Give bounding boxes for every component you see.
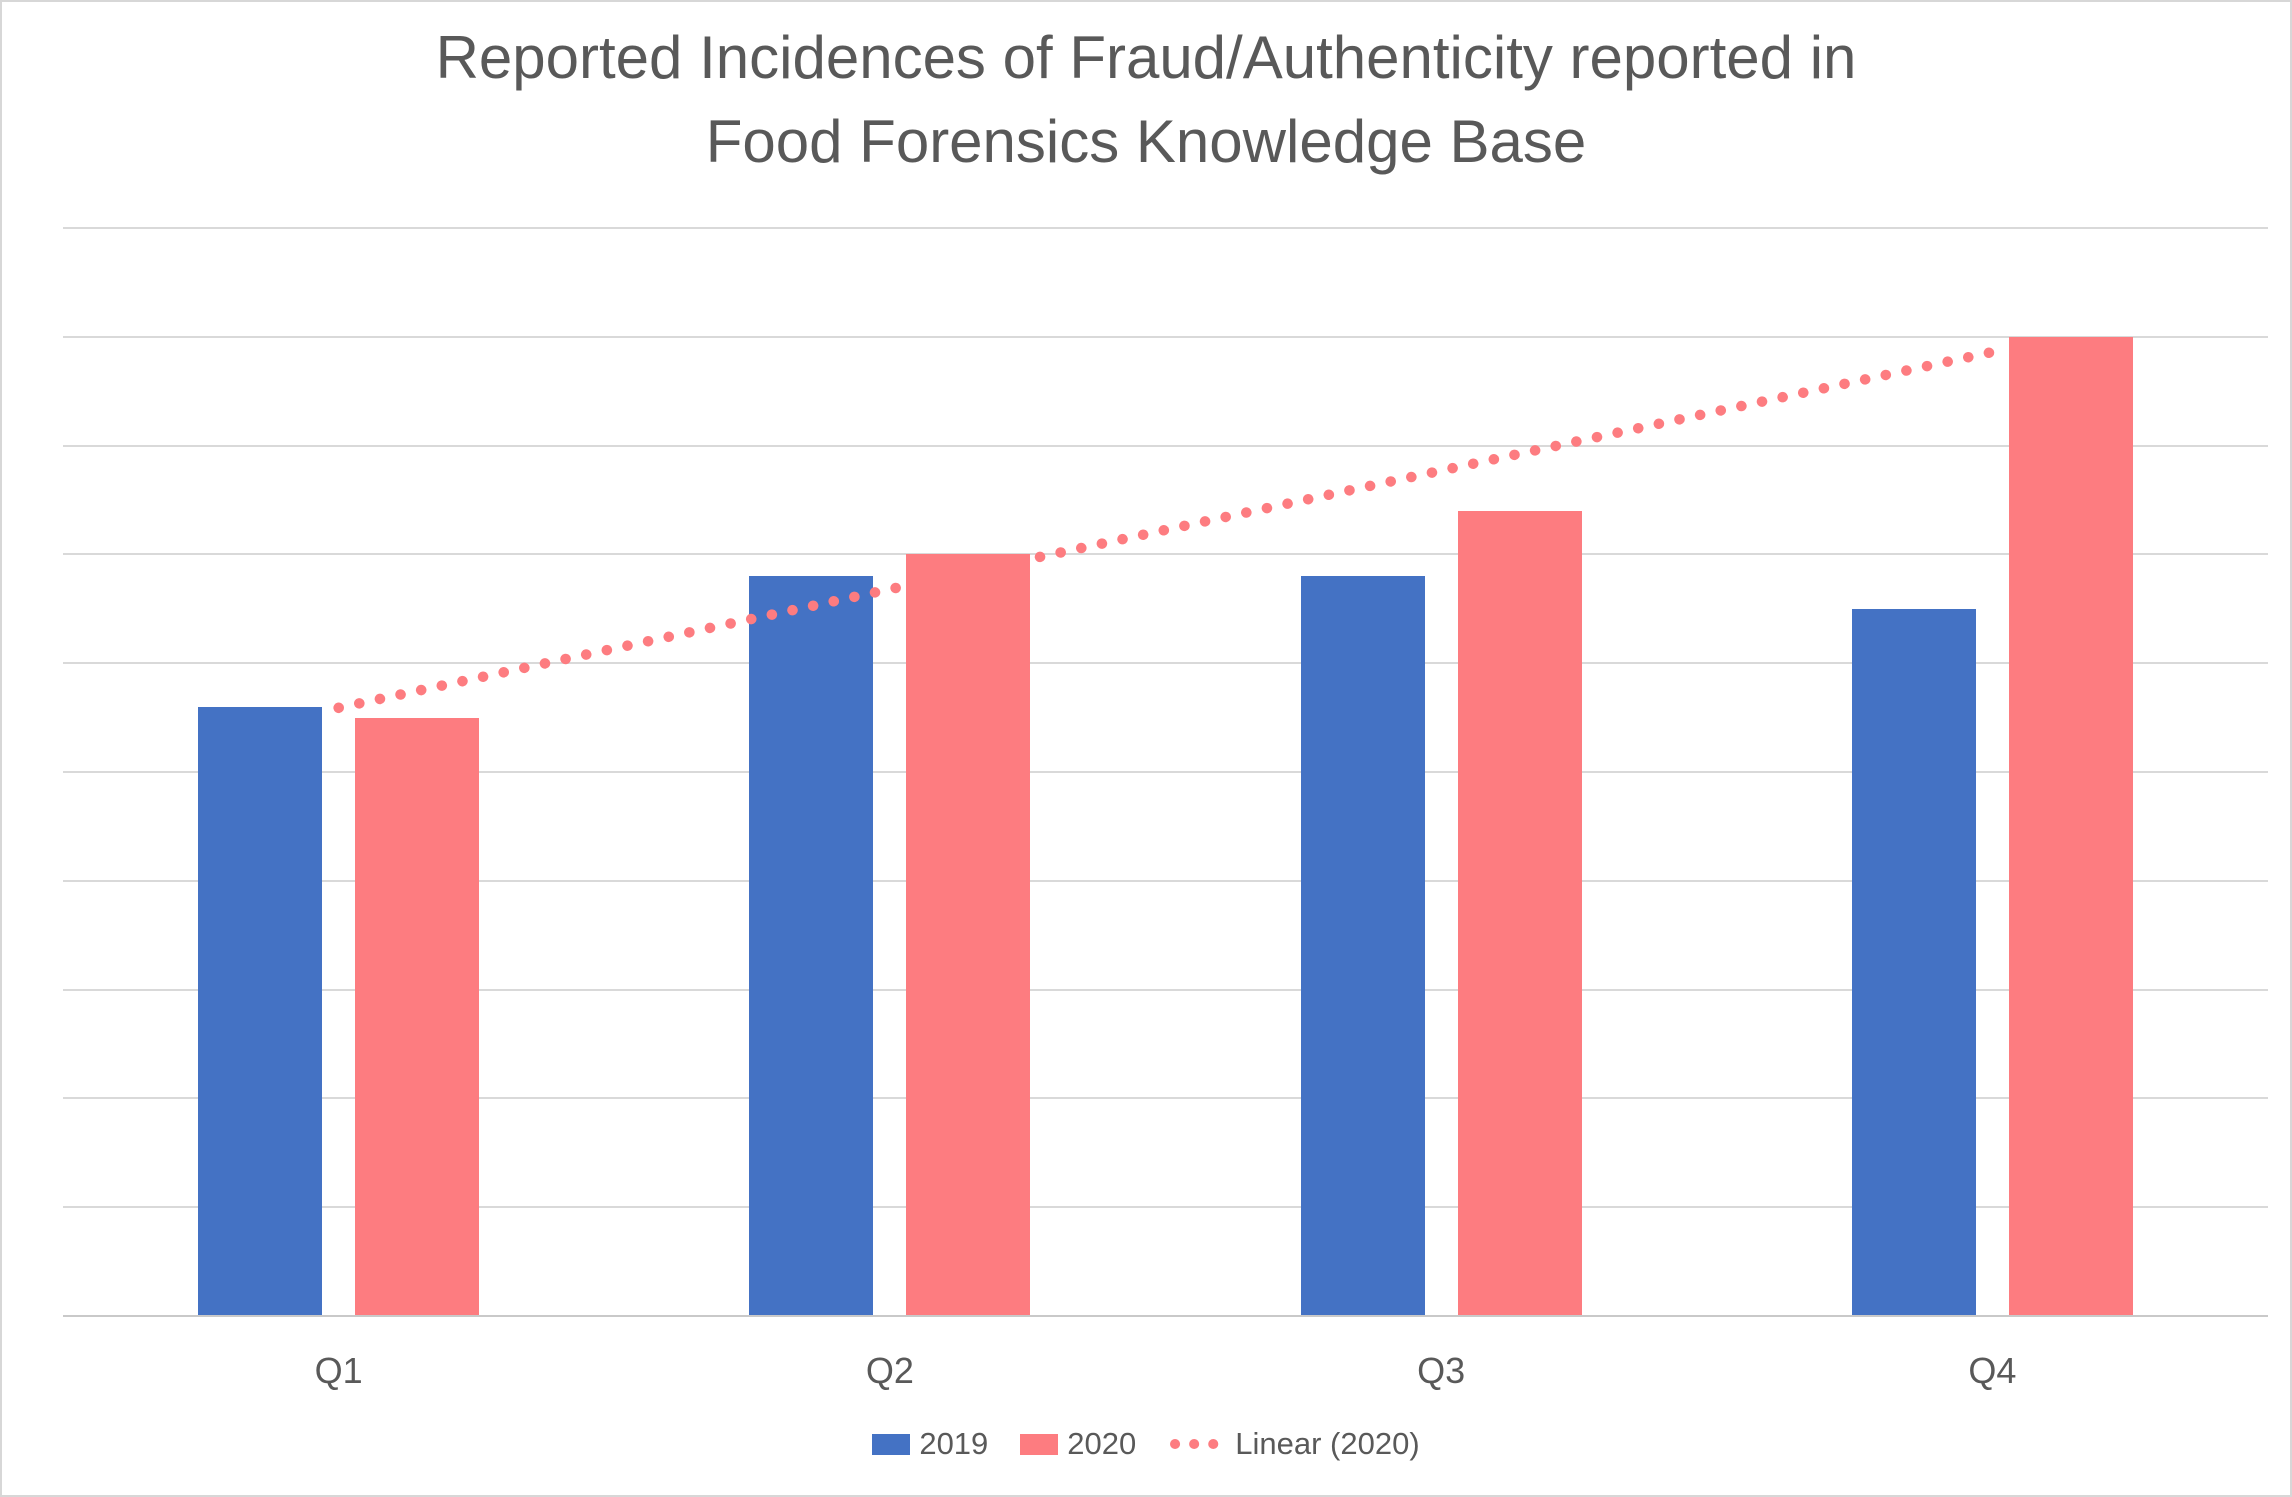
bar-2019-Q4: [1851, 608, 1976, 1315]
gridline: [63, 1206, 2268, 1209]
gridline: [63, 553, 2268, 556]
bar-2020-Q1: [355, 717, 480, 1315]
bar-2020-Q2: [906, 554, 1031, 1315]
gridline: [63, 1097, 2268, 1100]
legend-swatch-2020: [1020, 1433, 1059, 1455]
gridline: [63, 335, 2268, 338]
chart-title-line-1: Reported Incidences of Fraud/Authenticit…: [435, 24, 1857, 91]
gridline: [63, 771, 2268, 773]
x-axis-label-Q2: Q2: [865, 1350, 914, 1391]
legend-swatch-2019: [872, 1433, 911, 1455]
legend: 2019 2020 Linear (2020): [2, 1426, 2290, 1462]
legend-item-2020: 2020: [1020, 1426, 1136, 1462]
x-axis-label-Q4: Q4: [1968, 1350, 2017, 1391]
legend-label-2019: 2019: [919, 1426, 989, 1461]
bar-2020-Q4: [2008, 336, 2133, 1315]
x-axis-line: [63, 1315, 2268, 1317]
chart-title-line-2: Food Forensics Knowledge Base: [705, 108, 1587, 175]
gridline: [63, 988, 2268, 991]
gridline: [63, 879, 2268, 882]
x-axis-label-Q1: Q1: [314, 1350, 363, 1391]
chart-title: Reported Incidences of Fraud/Authenticit…: [196, 16, 2096, 184]
x-axis-label-Q3: Q3: [1417, 1350, 1466, 1391]
legend-label-2020: 2020: [1067, 1426, 1137, 1461]
trendline-sample-icon: [1170, 1439, 1227, 1449]
legend-label-trendline: Linear (2020): [1235, 1426, 1420, 1461]
gridline: [63, 444, 2268, 447]
bar-2019-Q3: [1300, 576, 1425, 1315]
bar-2019-Q2: [749, 576, 874, 1315]
bar-2020-Q3: [1457, 510, 1582, 1315]
bar-2019-Q1: [198, 706, 323, 1315]
legend-item-trendline: Linear (2020): [1168, 1426, 1420, 1462]
gridline: [63, 227, 2268, 229]
legend-item-2019: 2019: [872, 1426, 988, 1462]
